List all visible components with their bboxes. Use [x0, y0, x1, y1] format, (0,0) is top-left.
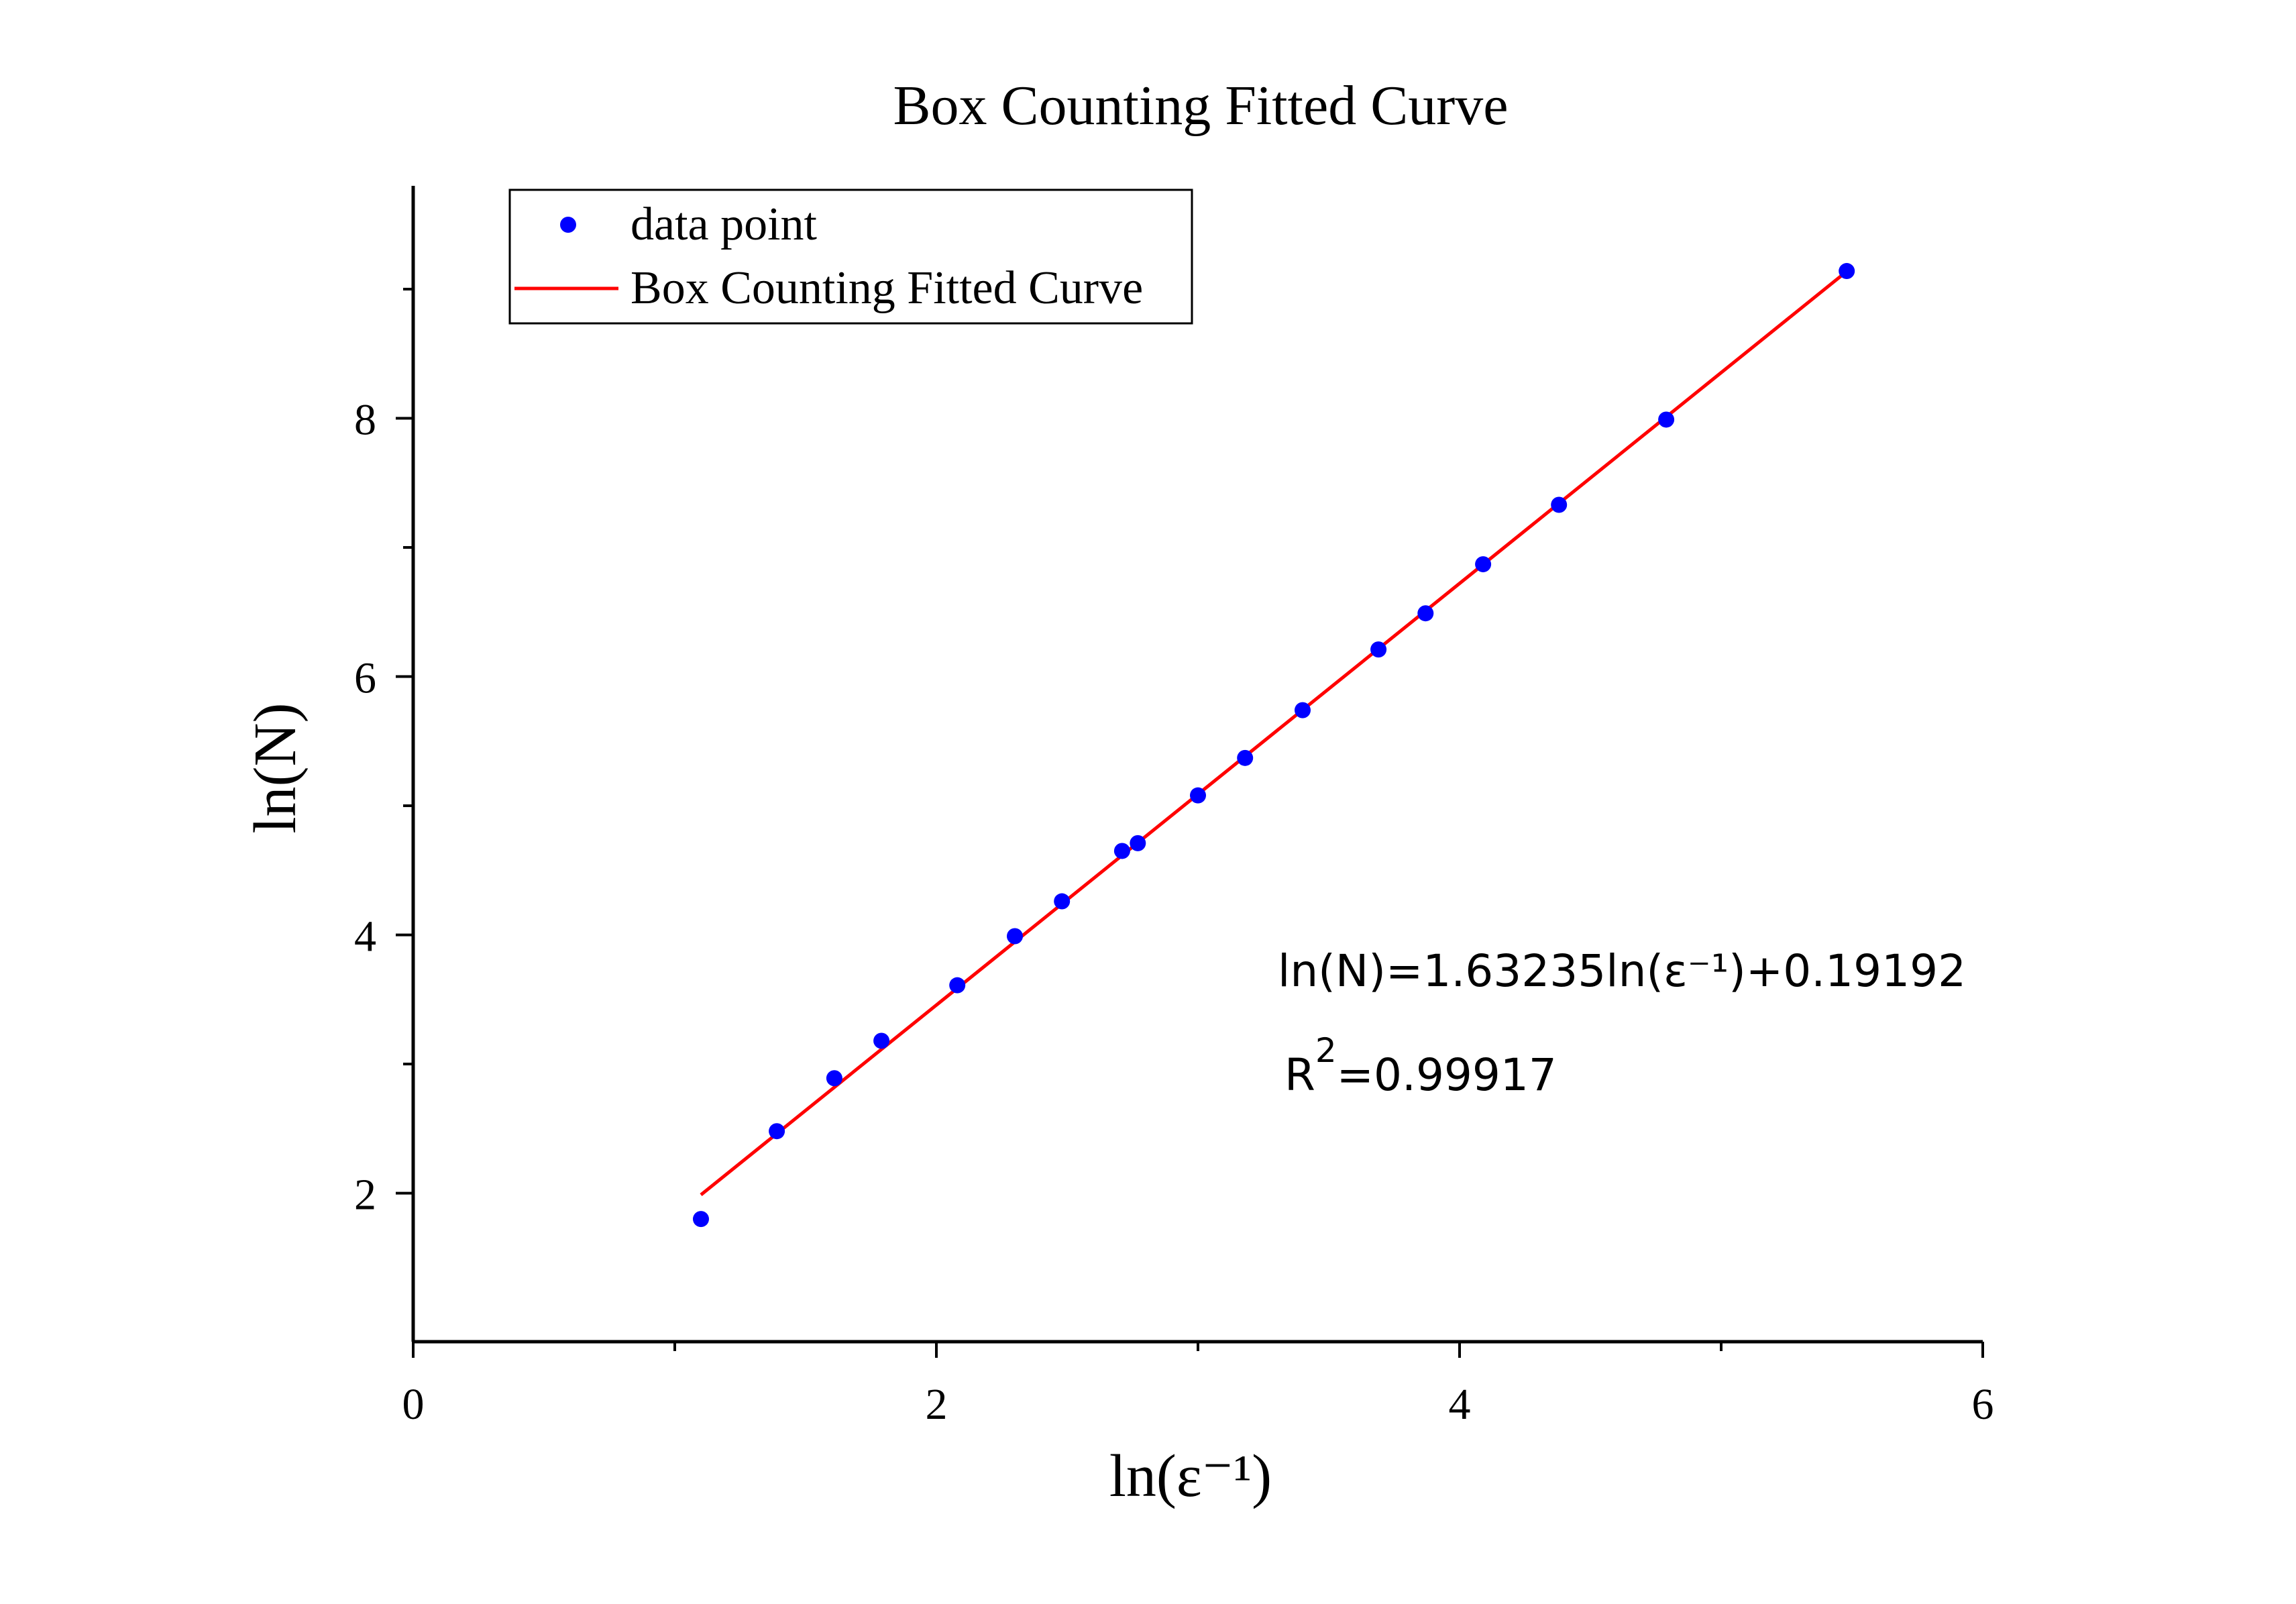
fit-line-layer: [700, 270, 1848, 1196]
data-point: [1113, 843, 1130, 859]
y-tick-label: 8: [354, 396, 376, 445]
data-point: [1370, 641, 1387, 658]
y-tick-label: 4: [354, 912, 376, 961]
r-squared-exponent: 2: [1315, 1031, 1337, 1070]
data-point: [873, 1032, 890, 1049]
data-point: [1295, 702, 1311, 718]
x-tick-label: 0: [402, 1380, 425, 1429]
data-point: [1190, 787, 1206, 804]
axes: [411, 186, 1983, 1344]
data-point: [826, 1070, 842, 1087]
data-point: [1054, 893, 1071, 910]
data-point: [1839, 263, 1855, 280]
x-tick-label: 4: [1449, 1380, 1471, 1429]
x-tick-label: 2: [926, 1380, 948, 1429]
legend-box: [508, 189, 1193, 325]
data-point: [769, 1123, 785, 1140]
data-point: [949, 977, 966, 994]
data-points: [693, 263, 1855, 1228]
data-point: [1007, 928, 1023, 945]
r-squared: R2=0.99917: [1284, 1031, 1557, 1101]
data-point: [1130, 835, 1146, 851]
y-axis-label: ln(N): [242, 703, 309, 834]
data-point: [693, 1211, 709, 1228]
x-tick-label: 6: [1972, 1380, 1994, 1429]
fit-line: [700, 270, 1848, 1196]
legend-label-data-point: data point: [631, 199, 818, 250]
fit-equation: ln(N)=1.63235ln(ε⁻¹)+0.19192: [1278, 945, 1966, 997]
data-point: [1417, 605, 1434, 622]
ticks: 0 2 4 6 2 4 6 8: [354, 288, 1994, 1429]
r-squared-value: =0.99917: [1337, 1049, 1557, 1101]
r-squared-prefix: R: [1284, 1049, 1315, 1101]
data-point: [1237, 749, 1254, 766]
legend: data point Box Counting Fitted Curve: [508, 189, 1193, 325]
data-point: [1475, 556, 1492, 573]
data-point: [1551, 496, 1568, 513]
y-tick-label: 6: [354, 654, 376, 703]
chart-title: Box Counting Fitted Curve: [893, 74, 1508, 137]
legend-label-fit-line: Box Counting Fitted Curve: [631, 262, 1143, 314]
x-axis-label: ln(ε⁻¹): [1109, 1443, 1272, 1509]
data-point: [1658, 411, 1675, 428]
legend-marker-data-point: [560, 217, 576, 233]
y-tick-label: 2: [354, 1171, 376, 1220]
